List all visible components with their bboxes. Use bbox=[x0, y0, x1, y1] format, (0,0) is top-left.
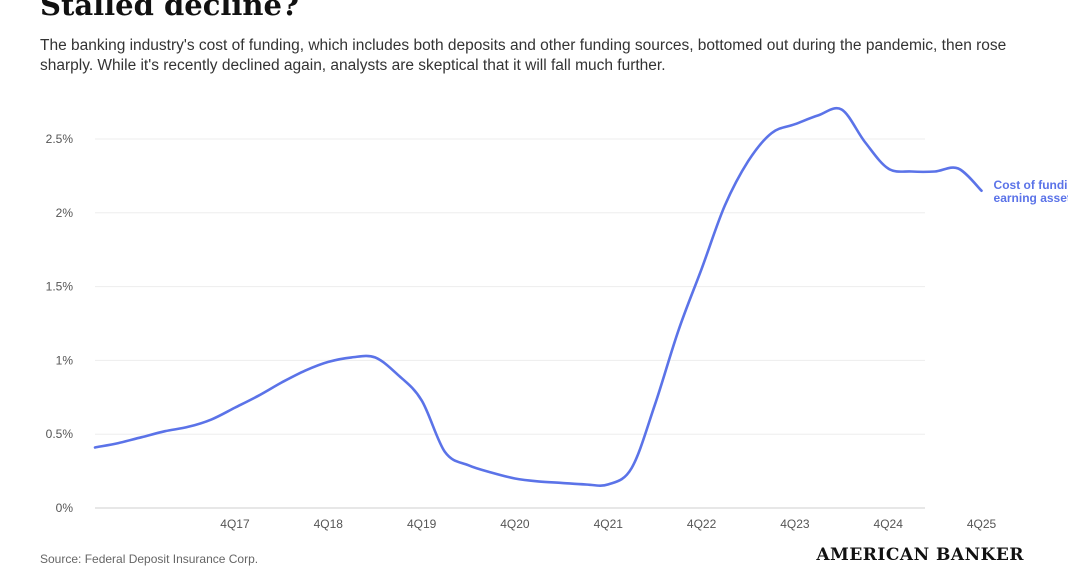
y-tick-label: 2% bbox=[56, 206, 74, 220]
x-tick-label: 4Q24 bbox=[874, 517, 904, 531]
series-label: Cost of funding bbox=[994, 178, 1068, 192]
x-tick-label: 4Q19 bbox=[407, 517, 437, 531]
gridlines bbox=[95, 138, 925, 509]
series-line bbox=[93, 106, 983, 487]
series-layer: Cost of fundingearning assets bbox=[93, 106, 1068, 487]
x-tick-label: 4Q21 bbox=[594, 517, 624, 531]
y-tick-label: 2.5% bbox=[46, 132, 74, 146]
series-label: earning assets bbox=[994, 191, 1068, 205]
brand-logo: AMERICAN BANKER bbox=[816, 545, 1024, 565]
chart-subtitle: The banking industry's cost of funding, … bbox=[40, 37, 1007, 74]
x-tick-label: 4Q20 bbox=[500, 517, 530, 531]
chart-title: Stalled decline? bbox=[40, 0, 299, 22]
y-axis: 0% 0.5% 1% 1.5% 2% 2.5% bbox=[46, 132, 74, 515]
x-tick-label: 4Q22 bbox=[687, 517, 717, 531]
x-tick-label: 4Q25 bbox=[967, 517, 997, 531]
y-tick-label: 0.5% bbox=[46, 427, 74, 441]
source-note: Source: Federal Deposit Insurance Corp. bbox=[40, 552, 259, 566]
y-tick-label: 0% bbox=[56, 501, 74, 515]
x-tick-label: 4Q18 bbox=[314, 517, 344, 531]
y-tick-label: 1% bbox=[56, 353, 74, 367]
x-tick-label: 4Q17 bbox=[220, 517, 250, 531]
y-tick-label: 1.5% bbox=[46, 280, 74, 294]
x-tick-label: 4Q23 bbox=[780, 517, 810, 531]
x-axis: 4Q17 4Q18 4Q19 4Q20 4Q21 4Q22 4Q23 4Q24 4Q25 bbox=[220, 517, 996, 531]
